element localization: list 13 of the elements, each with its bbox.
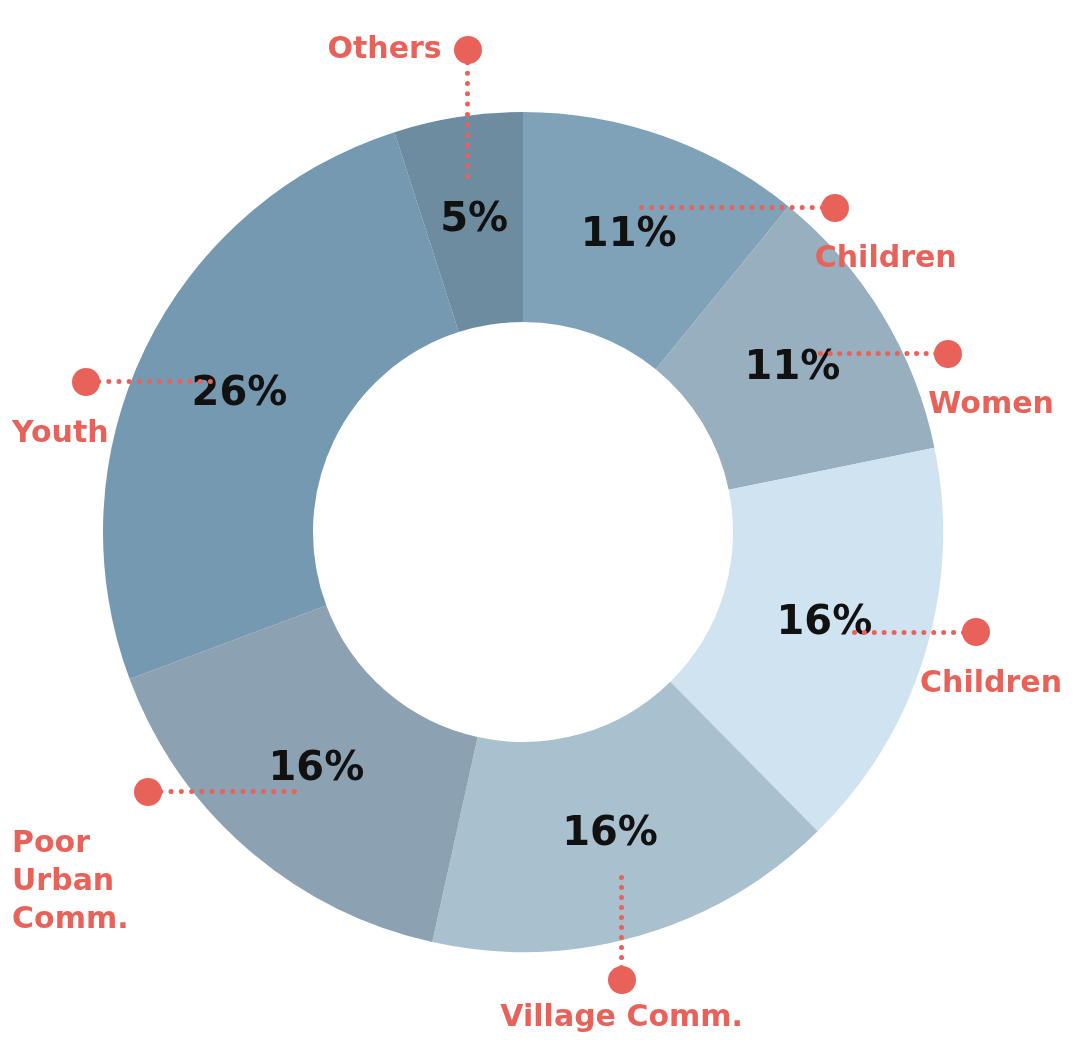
slice-label: Poor Urban Comm. — [12, 823, 129, 935]
data-label: 16% — [776, 597, 873, 644]
slice-label: Others — [327, 29, 442, 65]
slice-label: Village Comm. — [500, 997, 743, 1033]
slice-label: Children — [920, 664, 1063, 700]
data-label: 11% — [744, 342, 841, 389]
data-label: 16% — [268, 743, 365, 790]
slice-label: Women — [928, 385, 1054, 421]
data-label: 11% — [580, 208, 677, 255]
data-label: 16% — [562, 808, 658, 855]
data-label: 26% — [191, 368, 288, 415]
data-label: 5% — [440, 194, 509, 241]
slice-label: Youth — [11, 413, 109, 449]
